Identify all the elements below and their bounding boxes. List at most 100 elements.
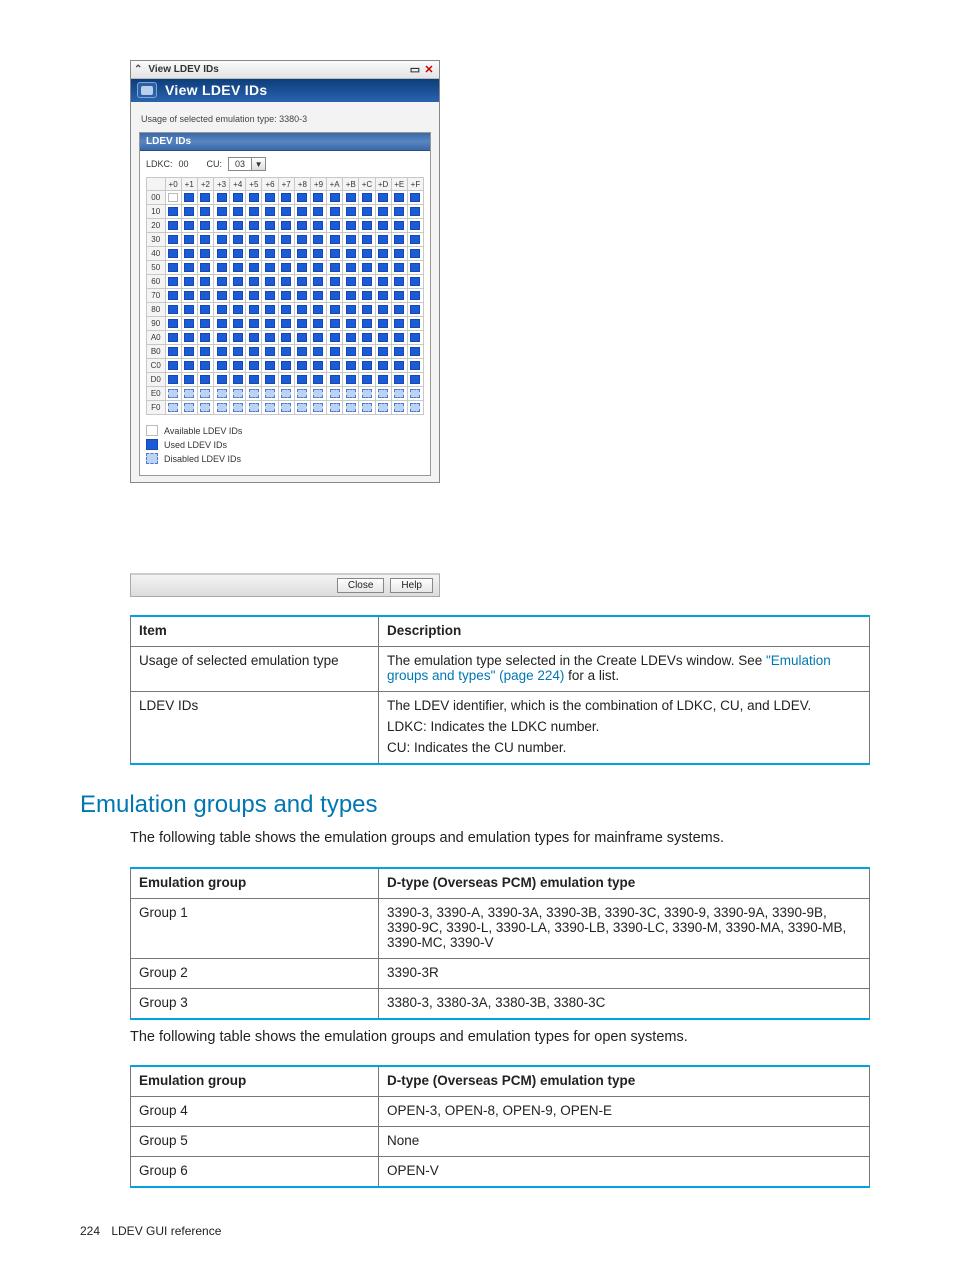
chevron-down-icon[interactable]: ▼ bbox=[251, 158, 265, 170]
grid-cell[interactable] bbox=[246, 373, 262, 387]
grid-cell[interactable] bbox=[262, 233, 278, 247]
grid-cell[interactable] bbox=[295, 303, 311, 317]
grid-cell[interactable] bbox=[246, 205, 262, 219]
grid-cell[interactable] bbox=[392, 331, 408, 345]
grid-cell[interactable] bbox=[198, 233, 214, 247]
grid-cell[interactable] bbox=[198, 387, 214, 401]
grid-cell[interactable] bbox=[166, 331, 182, 345]
grid-cell[interactable] bbox=[166, 401, 182, 415]
collapse-icon[interactable]: ⌃ bbox=[134, 64, 142, 75]
grid-cell[interactable] bbox=[311, 359, 327, 373]
grid-cell[interactable] bbox=[246, 275, 262, 289]
grid-cell[interactable] bbox=[359, 191, 375, 205]
grid-cell[interactable] bbox=[198, 247, 214, 261]
grid-cell[interactable] bbox=[327, 359, 343, 373]
grid-cell[interactable] bbox=[311, 387, 327, 401]
grid-cell[interactable] bbox=[230, 191, 246, 205]
grid-cell[interactable] bbox=[376, 401, 392, 415]
grid-cell[interactable] bbox=[295, 247, 311, 261]
grid-cell[interactable] bbox=[311, 205, 327, 219]
grid-cell[interactable] bbox=[327, 401, 343, 415]
grid-cell[interactable] bbox=[359, 205, 375, 219]
grid-cell[interactable] bbox=[214, 233, 230, 247]
grid-cell[interactable] bbox=[214, 261, 230, 275]
grid-cell[interactable] bbox=[214, 331, 230, 345]
grid-cell[interactable] bbox=[230, 373, 246, 387]
grid-cell[interactable] bbox=[376, 275, 392, 289]
grid-cell[interactable] bbox=[408, 373, 424, 387]
help-button[interactable]: Help bbox=[390, 578, 433, 593]
grid-cell[interactable] bbox=[166, 233, 182, 247]
grid-cell[interactable] bbox=[343, 289, 359, 303]
grid-cell[interactable] bbox=[408, 289, 424, 303]
grid-cell[interactable] bbox=[262, 303, 278, 317]
grid-cell[interactable] bbox=[408, 303, 424, 317]
grid-cell[interactable] bbox=[182, 373, 198, 387]
grid-cell[interactable] bbox=[279, 387, 295, 401]
grid-cell[interactable] bbox=[230, 359, 246, 373]
grid-cell[interactable] bbox=[230, 331, 246, 345]
grid-cell[interactable] bbox=[408, 387, 424, 401]
grid-cell[interactable] bbox=[214, 373, 230, 387]
grid-cell[interactable] bbox=[311, 247, 327, 261]
grid-cell[interactable] bbox=[166, 191, 182, 205]
grid-cell[interactable] bbox=[295, 317, 311, 331]
grid-cell[interactable] bbox=[311, 289, 327, 303]
grid-cell[interactable] bbox=[166, 387, 182, 401]
grid-cell[interactable] bbox=[392, 275, 408, 289]
grid-cell[interactable] bbox=[376, 373, 392, 387]
grid-cell[interactable] bbox=[230, 275, 246, 289]
grid-cell[interactable] bbox=[182, 219, 198, 233]
grid-cell[interactable] bbox=[327, 233, 343, 247]
grid-cell[interactable] bbox=[182, 387, 198, 401]
grid-cell[interactable] bbox=[311, 233, 327, 247]
grid-cell[interactable] bbox=[408, 275, 424, 289]
grid-cell[interactable] bbox=[166, 359, 182, 373]
grid-cell[interactable] bbox=[262, 275, 278, 289]
grid-cell[interactable] bbox=[327, 303, 343, 317]
grid-cell[interactable] bbox=[279, 219, 295, 233]
grid-cell[interactable] bbox=[166, 303, 182, 317]
grid-cell[interactable] bbox=[343, 303, 359, 317]
grid-cell[interactable] bbox=[295, 275, 311, 289]
grid-cell[interactable] bbox=[214, 191, 230, 205]
grid-cell[interactable] bbox=[376, 345, 392, 359]
grid-cell[interactable] bbox=[376, 289, 392, 303]
grid-cell[interactable] bbox=[343, 345, 359, 359]
grid-cell[interactable] bbox=[392, 387, 408, 401]
grid-cell[interactable] bbox=[279, 275, 295, 289]
grid-cell[interactable] bbox=[295, 219, 311, 233]
grid-cell[interactable] bbox=[311, 317, 327, 331]
grid-cell[interactable] bbox=[166, 317, 182, 331]
grid-cell[interactable] bbox=[262, 373, 278, 387]
grid-cell[interactable] bbox=[359, 317, 375, 331]
grid-cell[interactable] bbox=[246, 317, 262, 331]
grid-cell[interactable] bbox=[262, 331, 278, 345]
grid-cell[interactable] bbox=[359, 219, 375, 233]
grid-cell[interactable] bbox=[246, 387, 262, 401]
grid-cell[interactable] bbox=[327, 247, 343, 261]
grid-cell[interactable] bbox=[376, 261, 392, 275]
grid-cell[interactable] bbox=[246, 345, 262, 359]
grid-cell[interactable] bbox=[392, 233, 408, 247]
grid-cell[interactable] bbox=[166, 373, 182, 387]
grid-cell[interactable] bbox=[230, 317, 246, 331]
grid-cell[interactable] bbox=[198, 331, 214, 345]
grid-cell[interactable] bbox=[343, 331, 359, 345]
grid-cell[interactable] bbox=[392, 345, 408, 359]
grid-cell[interactable] bbox=[295, 205, 311, 219]
grid-cell[interactable] bbox=[327, 289, 343, 303]
grid-cell[interactable] bbox=[214, 345, 230, 359]
grid-cell[interactable] bbox=[376, 303, 392, 317]
grid-cell[interactable] bbox=[392, 401, 408, 415]
grid-cell[interactable] bbox=[343, 275, 359, 289]
grid-cell[interactable] bbox=[182, 275, 198, 289]
grid-cell[interactable] bbox=[343, 373, 359, 387]
grid-cell[interactable] bbox=[295, 289, 311, 303]
grid-cell[interactable] bbox=[182, 289, 198, 303]
grid-cell[interactable] bbox=[262, 191, 278, 205]
grid-cell[interactable] bbox=[408, 191, 424, 205]
grid-cell[interactable] bbox=[198, 373, 214, 387]
grid-cell[interactable] bbox=[327, 345, 343, 359]
grid-cell[interactable] bbox=[311, 345, 327, 359]
